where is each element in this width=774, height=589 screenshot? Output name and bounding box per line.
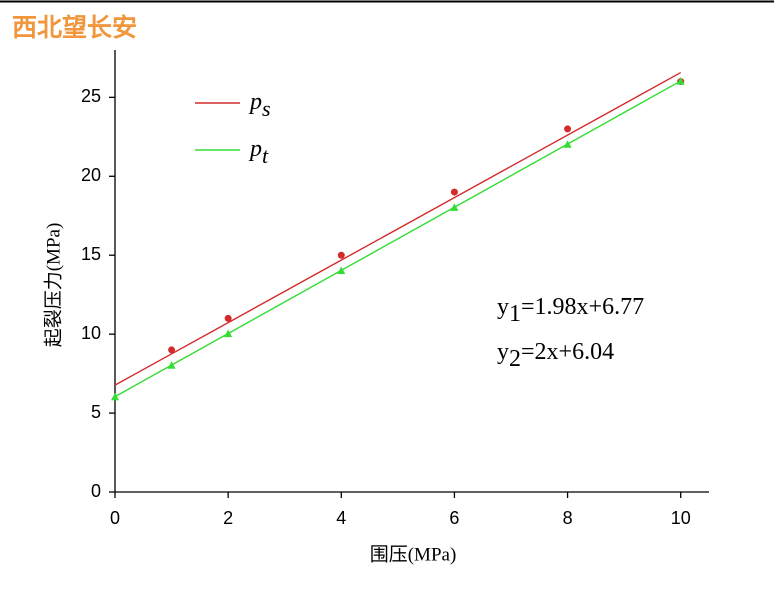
x-tick-label: 0: [110, 508, 120, 528]
fit-line: [114, 71, 682, 386]
equation-var: y: [497, 339, 509, 365]
point: [168, 346, 176, 354]
equation: y2=2x+6.04: [497, 339, 614, 372]
point: [450, 188, 458, 196]
x-tick-label: 10: [671, 508, 691, 528]
x-tick-label: 4: [336, 508, 346, 528]
equation-sub: 2: [509, 346, 521, 372]
legend-subscript: t: [262, 143, 269, 168]
point: [111, 392, 119, 401]
y-tick-label: 5: [91, 402, 101, 422]
point: [450, 203, 459, 211]
x-axis-label: 围压(MPa): [370, 544, 457, 565]
x-tick-label: 6: [449, 508, 459, 528]
equation-var: y: [497, 294, 509, 320]
point: [563, 140, 572, 148]
header-title: 西北望长安: [12, 13, 137, 42]
equation-sub: 1: [509, 301, 521, 327]
legend-label: pt: [248, 136, 269, 169]
legend-name: p: [248, 136, 262, 162]
point: [224, 329, 233, 338]
y-tick-label: 0: [91, 481, 101, 501]
equation-rhs: =2x+6.04: [521, 339, 614, 365]
y-tick-label: 25: [81, 86, 101, 106]
point: [564, 125, 572, 133]
point: [676, 77, 685, 85]
legend-subscript: s: [262, 96, 271, 121]
point: [337, 251, 345, 259]
equation-rhs: =1.98x+6.77: [521, 294, 644, 320]
fit-line: [114, 80, 682, 398]
x-tick-label: 8: [563, 508, 573, 528]
point: [337, 266, 346, 274]
legend-label: ps: [248, 89, 271, 122]
y-tick-label: 10: [81, 323, 101, 343]
legend-name: p: [248, 89, 262, 115]
point: [167, 361, 176, 369]
y-tick-label: 15: [81, 244, 101, 264]
y-axis-label: 起裂压力(MPa): [42, 223, 64, 348]
y-tick-label: 20: [81, 165, 101, 185]
point: [224, 314, 232, 322]
x-tick-label: 2: [223, 508, 233, 528]
equation: y1=1.98x+6.77: [497, 294, 644, 327]
